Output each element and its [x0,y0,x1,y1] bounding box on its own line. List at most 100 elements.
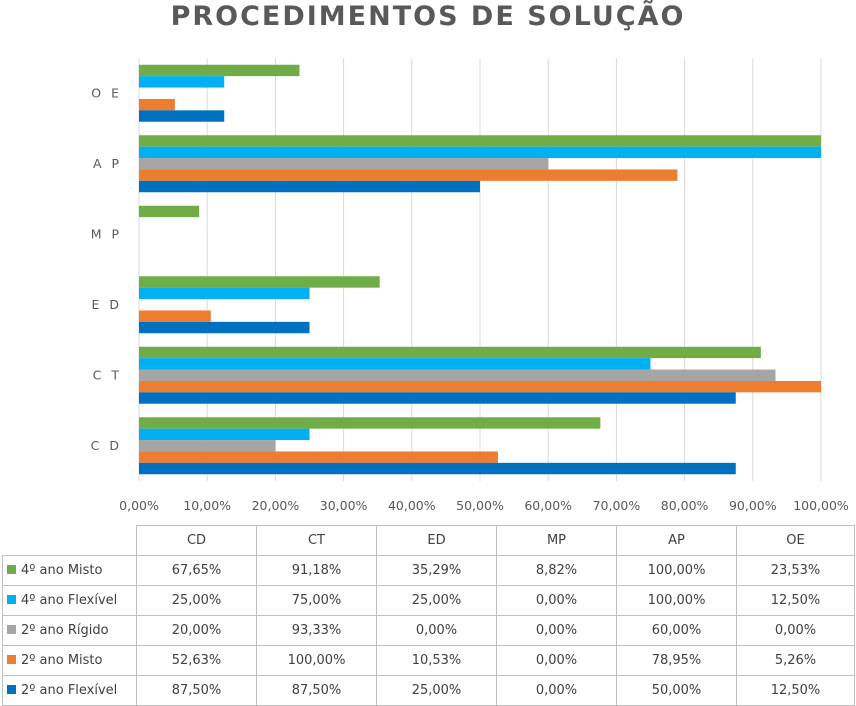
bar [139,428,310,441]
table-cell: 12,50% [736,585,855,616]
table-cell: 0,00% [496,675,617,706]
category-label: E D [92,297,123,312]
table-row: 4º ano Misto 67,65% 91,18% 35,29% 8,82% 100,0… [2,555,855,586]
chart-title: PROCEDIMENTOS DE SOLUÇÃO [171,0,686,32]
legend-swatch [7,685,16,694]
table-cell: 93,33% [256,615,377,646]
bar [139,180,480,193]
table-cell: 23,53% [736,555,855,586]
x-tick-label: 50,00% [456,498,504,513]
legend-swatch [7,595,16,604]
legend-swatch [7,655,16,664]
table-row: 2º ano Misto 52,63% 100,00% 10,53% 0,00% 78,9… [2,645,855,676]
table-cell: 5,26% [736,645,855,676]
table-column-header: MP [496,525,617,556]
bar [139,146,821,159]
bar [139,287,310,300]
data-table: CD CT ED MP AP OE 4º ano Misto 67,65% 91,18% 35,2… [2,525,855,706]
table-column-header: OE [736,525,855,556]
bar [139,417,601,429]
category-axis: C D C T E D M P A P O E [91,85,123,453]
x-tick-label: 0,00% [119,498,159,513]
bar [139,64,300,77]
bar [139,462,736,475]
table-column-header: CD [136,525,257,556]
value-axis: 0,00% 10,00% 20,00% 30,00% 40,00% 50,00% 60,00… [119,498,849,513]
bar [139,380,821,393]
bar [139,392,736,404]
category-label: C D [91,438,122,453]
bar [139,321,310,334]
bar [139,158,549,170]
bar [139,310,211,322]
bar [139,110,225,122]
grid [138,58,822,481]
table-cell: 100,00% [616,555,737,586]
chart: PROCEDIMENTOS DE SOLUÇÃO C D C T E D M P A P… [91,0,849,513]
table-row: 4º ano Flexível 25,00% 75,00% 25,00% 0,00% 10… [2,585,855,616]
legend-entry: 2º ano Rígido [2,615,137,646]
table-cell: 78,95% [616,645,737,676]
table-cell: 10,53% [376,645,497,676]
x-tick-label: 20,00% [252,498,300,513]
table-cell: 0,00% [376,615,497,646]
table-column-header: CT [256,525,377,556]
legend-swatch [7,565,16,574]
legend-label: 4º ano Misto [21,563,103,578]
legend-label: 2º ano Misto [21,653,103,668]
x-tick-label: 30,00% [320,498,368,513]
table-cell: 12,50% [736,675,855,706]
bars [139,64,821,475]
bar [139,346,761,359]
table-cell: 25,00% [376,585,497,616]
bar [139,135,821,147]
table-cell: 75,00% [256,585,377,616]
table-cell: 0,00% [736,615,855,646]
bar [139,276,380,288]
table-cell: 87,50% [136,675,257,706]
category-label: A P [93,156,122,171]
table-cell: 100,00% [616,585,737,616]
table-cell: 20,00% [136,615,257,646]
legend-label: 4º ano Flexível [21,593,118,608]
table-cell: 25,00% [136,585,257,616]
table-cell: 35,29% [376,555,497,586]
table-column-header: ED [376,525,497,556]
x-tick-label: 80,00% [661,498,709,513]
x-tick-label: 90,00% [729,498,777,513]
legend-entry: 4º ano Misto [2,555,137,586]
table-cell: 8,82% [496,555,617,586]
category-label: O E [91,85,122,100]
legend-label: 2º ano Flexível [21,683,118,698]
legend-entry: 2º ano Flexível [2,675,137,706]
x-tick-label: 40,00% [388,498,436,513]
table-cell: 0,00% [496,615,617,646]
bar [139,98,175,111]
bar [139,440,276,452]
bar [139,451,498,463]
legend-swatch [7,625,16,634]
table-column-header: AP [616,525,737,556]
x-tick-label: 10,00% [183,498,231,513]
bar [139,76,225,88]
x-tick-label: 100,00% [793,498,849,513]
legend-entry: 4º ano Flexível [2,585,137,616]
bar [139,205,200,218]
x-tick-label: 70,00% [593,498,641,513]
table-cell: 87,50% [256,675,377,706]
table-cell: 0,00% [496,585,617,616]
table-cell: 0,00% [496,645,617,676]
table-cell: 67,65% [136,555,257,586]
table-row: 2º ano Rígido 20,00% 93,33% 0,00% 0,00% 60,00… [2,615,855,646]
table-cell: 91,18% [256,555,377,586]
table-cell: 60,00% [616,615,737,646]
bar [139,358,651,370]
category-label: C T [93,367,122,382]
bar [139,369,776,381]
table-cell: 100,00% [256,645,377,676]
table-cell: 52,63% [136,645,257,676]
table-corner [2,525,137,556]
bar [139,169,678,181]
table-row: 2º ano Flexível 87,50% 87,50% 25,00% 0,00% 50… [2,675,855,706]
x-tick-label: 60,00% [524,498,572,513]
